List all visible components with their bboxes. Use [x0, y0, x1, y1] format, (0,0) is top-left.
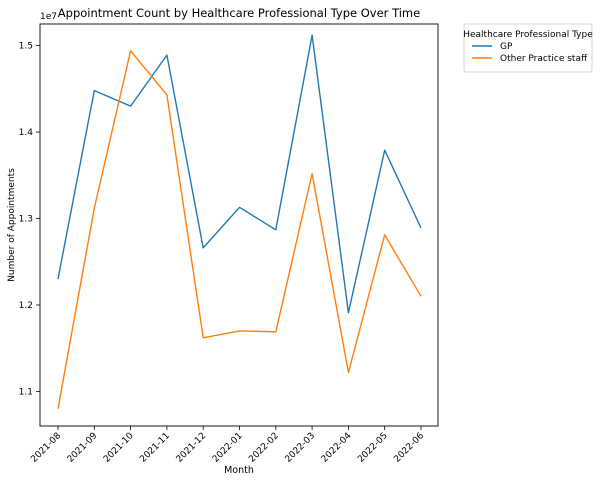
x-tick-label: 2021-12	[175, 431, 209, 465]
y-tick-label: 1.4	[19, 128, 34, 138]
y-tick-label: 1.2	[19, 301, 33, 311]
legend-label-gp: GP	[500, 42, 513, 52]
x-tick-label: 2021-11	[138, 431, 172, 465]
x-tick-label: 2021-09	[66, 431, 100, 465]
x-tick-label: 2022-01	[211, 431, 245, 465]
x-tick-label: 2021-08	[29, 431, 63, 465]
y-tick-label: 1.1	[19, 387, 33, 397]
x-tick-label: 2022-04	[320, 431, 354, 465]
y-offset-label: 1e7	[40, 12, 57, 22]
y-tick-label: 1.5	[19, 42, 33, 52]
x-tick-label: 2022-05	[356, 431, 390, 465]
plot-area-frame	[39, 23, 439, 427]
x-tick-label: 2022-02	[247, 431, 281, 465]
chart-title: Appointment Count by Healthcare Professi…	[58, 6, 420, 20]
y-axis-label: Number of Appointments	[7, 168, 17, 282]
x-tick-label: 2021-10	[102, 431, 136, 465]
series-line-gp	[57, 34, 422, 314]
x-tick-label: 2022-06	[392, 431, 426, 465]
y-tick-label: 1.3	[19, 215, 33, 225]
x-axis-label: Month	[224, 465, 254, 476]
legend-label-other-practice-staff: Other Practice staff	[500, 54, 588, 64]
legend-title: Healthcare Professional Type	[463, 30, 593, 40]
legend-box	[463, 23, 593, 73]
x-tick-label: 2022-03	[284, 431, 318, 465]
legend: Healthcare Professional Type GP Other Pra…	[463, 23, 593, 73]
